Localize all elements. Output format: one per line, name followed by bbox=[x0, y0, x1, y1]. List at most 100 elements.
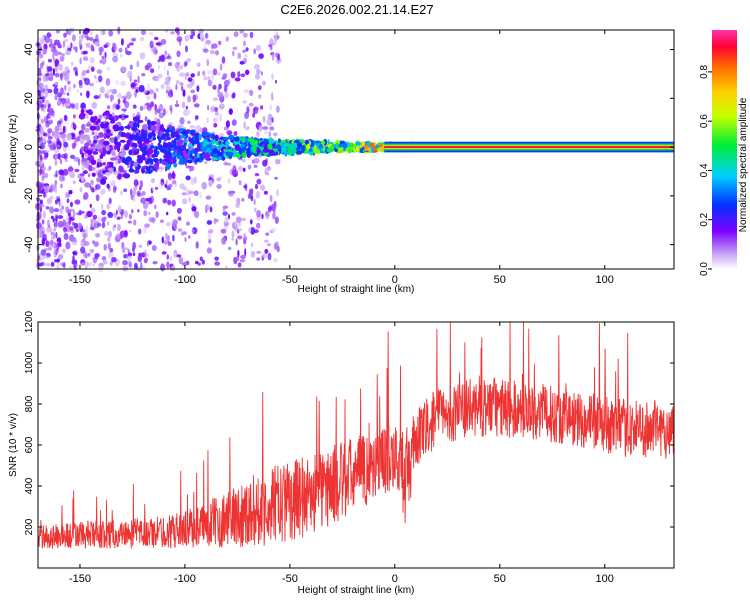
spectrogram-noise-cell bbox=[177, 228, 183, 232]
spectrogram-noise-cell bbox=[262, 115, 266, 123]
spectrogram-band-cell bbox=[150, 125, 157, 131]
spectrogram-band-cell bbox=[119, 139, 126, 143]
spectrogram-noise-cell bbox=[271, 73, 274, 80]
spectrogram-noise-cell bbox=[42, 75, 47, 83]
spectrogram-noise-cell bbox=[59, 158, 63, 165]
spectrogram-noise-cell bbox=[248, 188, 252, 197]
spectrogram-noise-cell bbox=[49, 72, 54, 79]
spectrogram-noise-cell bbox=[263, 130, 269, 135]
spectrogram-noise-cell bbox=[176, 31, 180, 36]
spectrogram-band-cell bbox=[80, 133, 85, 140]
spectrogram-noise-cell bbox=[59, 56, 64, 62]
spectrogram-noise-cell bbox=[39, 129, 45, 134]
spectrogram-noise-cell bbox=[39, 163, 45, 169]
spectrogram-noise-cell bbox=[60, 132, 67, 139]
spectrogram-noise-cell bbox=[62, 125, 67, 133]
colorbar-gradient bbox=[712, 30, 737, 269]
spectrogram-noise-cell bbox=[161, 236, 164, 244]
spectrogram-noise-cell bbox=[277, 53, 280, 61]
spectrogram-noise-cell bbox=[47, 103, 51, 109]
spectrogram-noise-cell bbox=[93, 95, 100, 100]
spectrogram-band-cell bbox=[296, 142, 303, 148]
spectrogram-noise-cell bbox=[54, 72, 60, 78]
spectrogram-noise-cell bbox=[78, 209, 82, 216]
spectrogram-noise-cell bbox=[173, 252, 177, 258]
spectrogram-noise-cell bbox=[138, 84, 145, 93]
spectrogram-noise-cell bbox=[166, 69, 169, 76]
spectrogram-noise-cell bbox=[160, 104, 163, 112]
spectrogram-noise-cell bbox=[65, 241, 71, 250]
spectrogram-noise-cell bbox=[243, 233, 246, 237]
spectrogram-noise-cell bbox=[38, 252, 42, 257]
spectrogram-noise-cell bbox=[80, 262, 86, 266]
spectrogram-noise-cell bbox=[130, 188, 133, 196]
spectrogram-band-cell bbox=[142, 149, 148, 156]
spectrogram-noise-cell bbox=[73, 114, 76, 119]
spectrogram-noise-cell bbox=[44, 89, 49, 98]
spectrogram-noise-cell bbox=[192, 206, 197, 211]
spectrogram-band-cell bbox=[105, 128, 111, 135]
spectrogram-noise-cell bbox=[143, 225, 147, 234]
spectrogram-band-cell bbox=[284, 150, 287, 156]
spectrogram-noise-cell bbox=[94, 184, 98, 191]
spectrogram-band-cell bbox=[84, 127, 90, 133]
spectrogram-noise-cell bbox=[258, 94, 262, 99]
spectrogram-noise-cell bbox=[95, 220, 99, 224]
spectrogram-noise-cell bbox=[253, 48, 256, 55]
spectrogram-band-cell bbox=[196, 153, 200, 159]
spectrogram-noise-cell bbox=[133, 219, 137, 226]
spectrogram-noise-cell bbox=[202, 70, 206, 76]
spectrogram-noise-cell bbox=[180, 85, 184, 92]
spectrogram-noise-cell bbox=[41, 137, 47, 144]
spectrogram-band-cell bbox=[89, 125, 97, 131]
spectrogram-band-cell bbox=[79, 112, 86, 117]
spectrogram-band-cell bbox=[292, 143, 295, 150]
spectrogram-noise-cell bbox=[63, 227, 68, 233]
spectrogram-noise-cell bbox=[48, 206, 53, 213]
figure-title: C2E6.2026.002.21.14.E27 bbox=[280, 2, 433, 17]
spectrogram-band-cell bbox=[79, 173, 85, 177]
spectrogram-noise-cell bbox=[221, 236, 227, 245]
spectrogram-noise-cell bbox=[225, 265, 228, 269]
spectrogram-noise-cell bbox=[263, 190, 268, 195]
spectrogram-noise-cell bbox=[90, 207, 96, 214]
spectrogram-band-cell bbox=[91, 118, 95, 123]
spectrogram-noise-cell bbox=[175, 80, 180, 85]
spectrogram-noise-cell bbox=[154, 78, 160, 82]
spectrogram-noise-cell bbox=[86, 36, 90, 41]
spectrogram-noise-cell bbox=[45, 121, 50, 127]
spectrogram-noise-cell bbox=[41, 219, 45, 225]
spectrogram-band-cell bbox=[110, 116, 115, 123]
spectrogram-noise-cell bbox=[144, 257, 148, 263]
spectrogram-noise-cell bbox=[155, 87, 159, 92]
spectrogram-band-cell bbox=[84, 135, 91, 141]
spectrogram-noise-cell bbox=[205, 39, 212, 45]
spectrogram-noise-cell bbox=[204, 32, 209, 39]
spectrogram-noise-cell bbox=[194, 260, 199, 265]
spectrogram-noise-cell bbox=[255, 44, 261, 52]
spectrogram-ytick-label: 0 bbox=[23, 144, 35, 150]
spectrogram-band-cell bbox=[85, 123, 92, 127]
spectrogram-band-cell bbox=[98, 132, 104, 138]
spectrogram-noise-cell bbox=[158, 166, 164, 170]
spectrogram-noise-cell bbox=[113, 212, 117, 218]
spectrogram-noise-cell bbox=[214, 261, 221, 266]
spectrogram-band-cell bbox=[223, 149, 228, 152]
spectrogram-noise-cell bbox=[140, 197, 146, 204]
spectrogram-band-cell bbox=[228, 134, 235, 141]
spectrogram-noise-cell bbox=[202, 48, 209, 53]
spectrogram-noise-cell bbox=[79, 228, 86, 232]
spectrogram-band-cell bbox=[241, 146, 245, 154]
spectrogram-noise-cell bbox=[254, 207, 257, 213]
spectrogram-noise-cell bbox=[48, 43, 54, 48]
spectrogram-noise-cell bbox=[234, 221, 238, 228]
spectrogram-noise-cell bbox=[169, 89, 173, 95]
spectrogram-noise-cell bbox=[111, 257, 117, 263]
spectrogram-band-cell bbox=[91, 172, 96, 177]
spectrogram-noise-cell bbox=[187, 95, 192, 103]
spectrogram-noise-cell bbox=[157, 73, 163, 79]
spectrogram-noise-cell bbox=[237, 52, 242, 59]
spectrogram-noise-cell bbox=[39, 126, 44, 131]
spectrogram-noise-cell bbox=[54, 39, 60, 43]
snr-xtick-label: -150 bbox=[69, 573, 91, 585]
